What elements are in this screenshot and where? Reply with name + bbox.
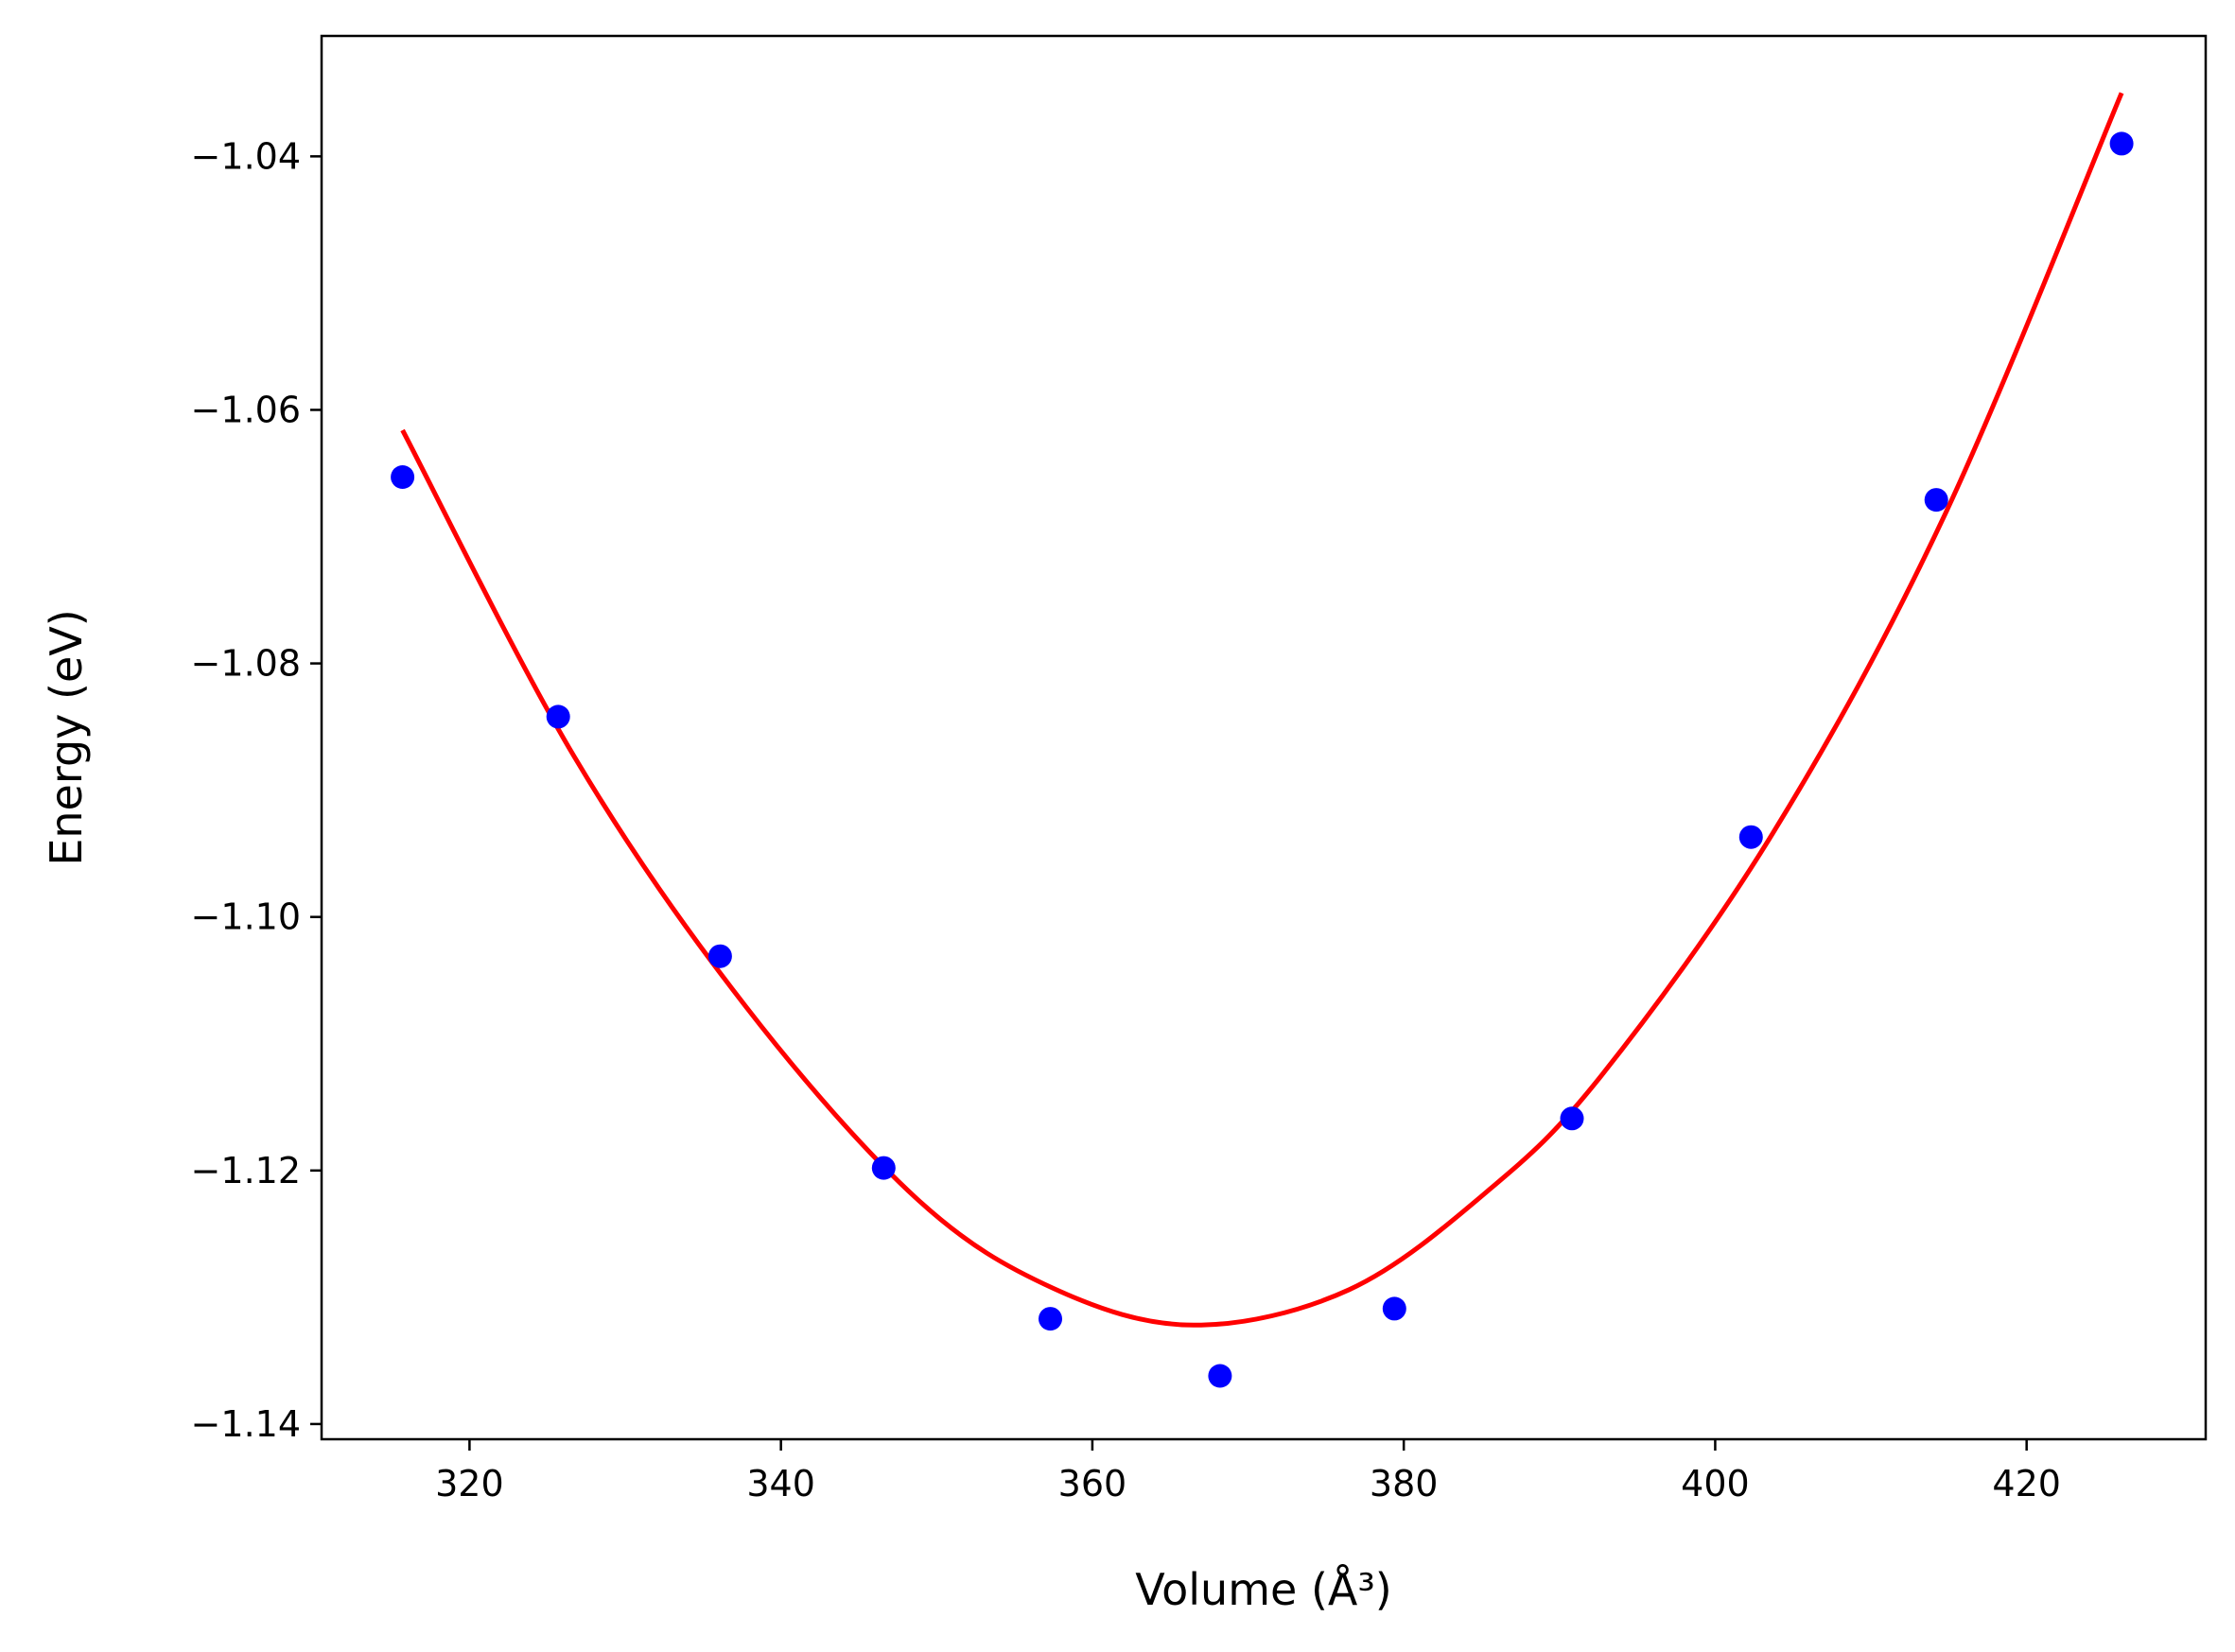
data-point-8	[1560, 1106, 1584, 1131]
x-axis-title: Volume (Å³)	[1135, 1564, 1392, 1615]
y-axis-title: Energy (eV)	[41, 609, 92, 865]
fit-curve	[400, 92, 2124, 1328]
data-point-11	[2109, 131, 2134, 156]
data-point-10	[1924, 488, 1948, 513]
data-point-4	[871, 1156, 896, 1180]
data-point-9	[1738, 825, 1763, 849]
x-tick-label: 420	[1992, 1463, 2061, 1504]
x-tick-label: 340	[746, 1463, 815, 1504]
x-tick-label: 400	[1681, 1463, 1750, 1504]
data-point-1	[391, 465, 415, 489]
x-axis-ticks: 320 340 360 380 400 420	[435, 1439, 2061, 1504]
y-tick-label: −1.06	[191, 389, 301, 430]
x-tick-label: 320	[435, 1463, 504, 1504]
y-tick-label: −1.10	[191, 896, 301, 938]
y-tick-label: −1.04	[191, 135, 301, 177]
plot-frame	[320, 34, 2208, 1441]
data-point-6	[1208, 1364, 1232, 1388]
data-point-2	[546, 704, 570, 729]
x-tick-label: 360	[1058, 1463, 1127, 1504]
x-tick-label: 380	[1370, 1463, 1439, 1504]
y-tick-label: −1.08	[191, 643, 301, 685]
data-point-7	[1382, 1296, 1406, 1321]
data-points-layer	[391, 131, 2134, 1388]
y-tick-label: −1.12	[191, 1150, 301, 1191]
data-point-3	[707, 944, 732, 968]
y-axis-ticks: −1.04 −1.06 −1.08 −1.10 −1.12 −1.14	[191, 135, 322, 1445]
data-point-5	[1039, 1307, 1062, 1331]
fit-curve-layer	[400, 92, 2124, 1328]
y-tick-label: −1.14	[191, 1403, 301, 1445]
